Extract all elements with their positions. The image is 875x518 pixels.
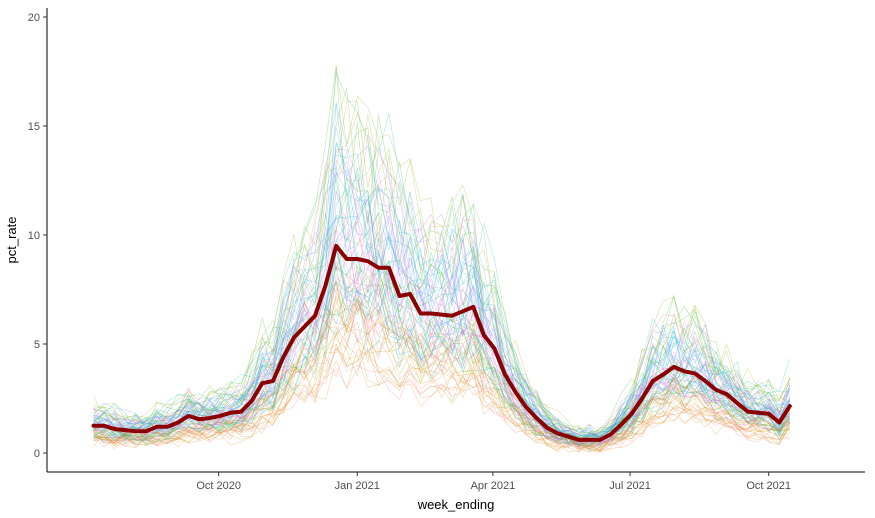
background-series-line [93,302,790,454]
background-series-line [93,127,791,443]
background-series-line [93,343,790,451]
background-series-line [93,102,790,439]
background-series-line [93,166,791,436]
y-axis-title: pct_rate [4,217,19,264]
x-tick-label: Oct 2020 [196,480,241,492]
background-series-line [93,170,791,440]
background-series-line [93,349,791,453]
x-axis-ticks: Oct 2020 Jan 2021 Apr 2021 Jul 2021 Oct 2021 [196,472,791,492]
main-series-group [91,243,792,442]
background-series-line [93,327,790,450]
background-series-line [93,194,791,437]
x-tick-label: Apr 2021 [471,480,516,492]
background-series-line [93,193,791,441]
background-series-line [93,347,790,448]
y-axis-ticks: 0 5 10 15 20 [28,12,47,460]
background-series-line [93,247,790,444]
background-series-line [93,244,790,446]
background-series-line [93,143,790,441]
background-series-line [93,134,791,440]
background-series-line [93,289,791,447]
background-series-line [93,241,791,445]
background-series-line [93,167,791,437]
background-series-line [93,149,791,439]
x-tick-label: Oct 2021 [746,480,791,492]
background-series-line [93,286,791,447]
background-series-line [93,101,790,439]
background-series-line [93,65,790,433]
y-tick-label: 0 [34,448,40,460]
background-series-line [93,251,791,444]
x-axis-title: week_ending [417,497,495,512]
background-series-line [93,278,791,443]
y-tick-label: 10 [28,230,40,242]
background-series-line [93,177,790,438]
background-series-line [93,72,790,439]
x-tick-label: Jul 2021 [609,480,651,492]
background-series-line [93,66,791,434]
background-series-line [93,127,791,442]
background-series-line [93,283,791,445]
background-series-line [93,300,791,452]
background-series-line [93,113,791,445]
background-series-line [93,190,791,445]
background-series-line [93,238,791,447]
background-series-line [93,293,790,448]
background-series-line [93,171,791,446]
background-series-line [93,209,791,443]
background-series-line [93,331,791,451]
background-series-line [93,238,791,444]
y-tick-label: 5 [34,339,40,351]
background-series-line [93,88,791,436]
background-series-line [93,245,791,443]
y-tick-label: 20 [28,12,40,24]
background-series-line [93,280,791,453]
background-series-group [93,65,791,454]
background-series-line [93,251,791,442]
x-tick-label: Jan 2021 [335,480,380,492]
background-series-line [93,272,791,449]
background-series-line [93,298,791,444]
background-series-line [93,272,791,449]
background-series-line [93,216,791,445]
background-series-line [93,103,791,439]
background-series-line [93,113,791,440]
background-series-line [93,215,790,449]
main-series-line [91,243,792,442]
background-series-line [93,212,791,446]
background-series-line [93,281,790,452]
background-series-line [93,141,791,445]
background-series-line [93,277,791,445]
background-series-line [93,187,791,441]
background-series-line [93,189,790,440]
background-series-line [93,339,790,453]
background-series-line [93,281,791,451]
background-series-line [93,323,791,453]
background-series-line [93,338,791,453]
background-series-line [93,298,790,451]
background-series-line [93,338,791,451]
axes-group [46,8,865,473]
background-series-line [93,306,790,448]
background-series-line [93,159,791,437]
background-series-line [93,215,791,444]
y-tick-label: 15 [28,121,40,133]
background-series-line [93,347,791,452]
background-series-line [93,216,790,446]
background-series-line [93,296,791,446]
background-series-line [93,281,791,447]
background-series-line [93,295,791,450]
